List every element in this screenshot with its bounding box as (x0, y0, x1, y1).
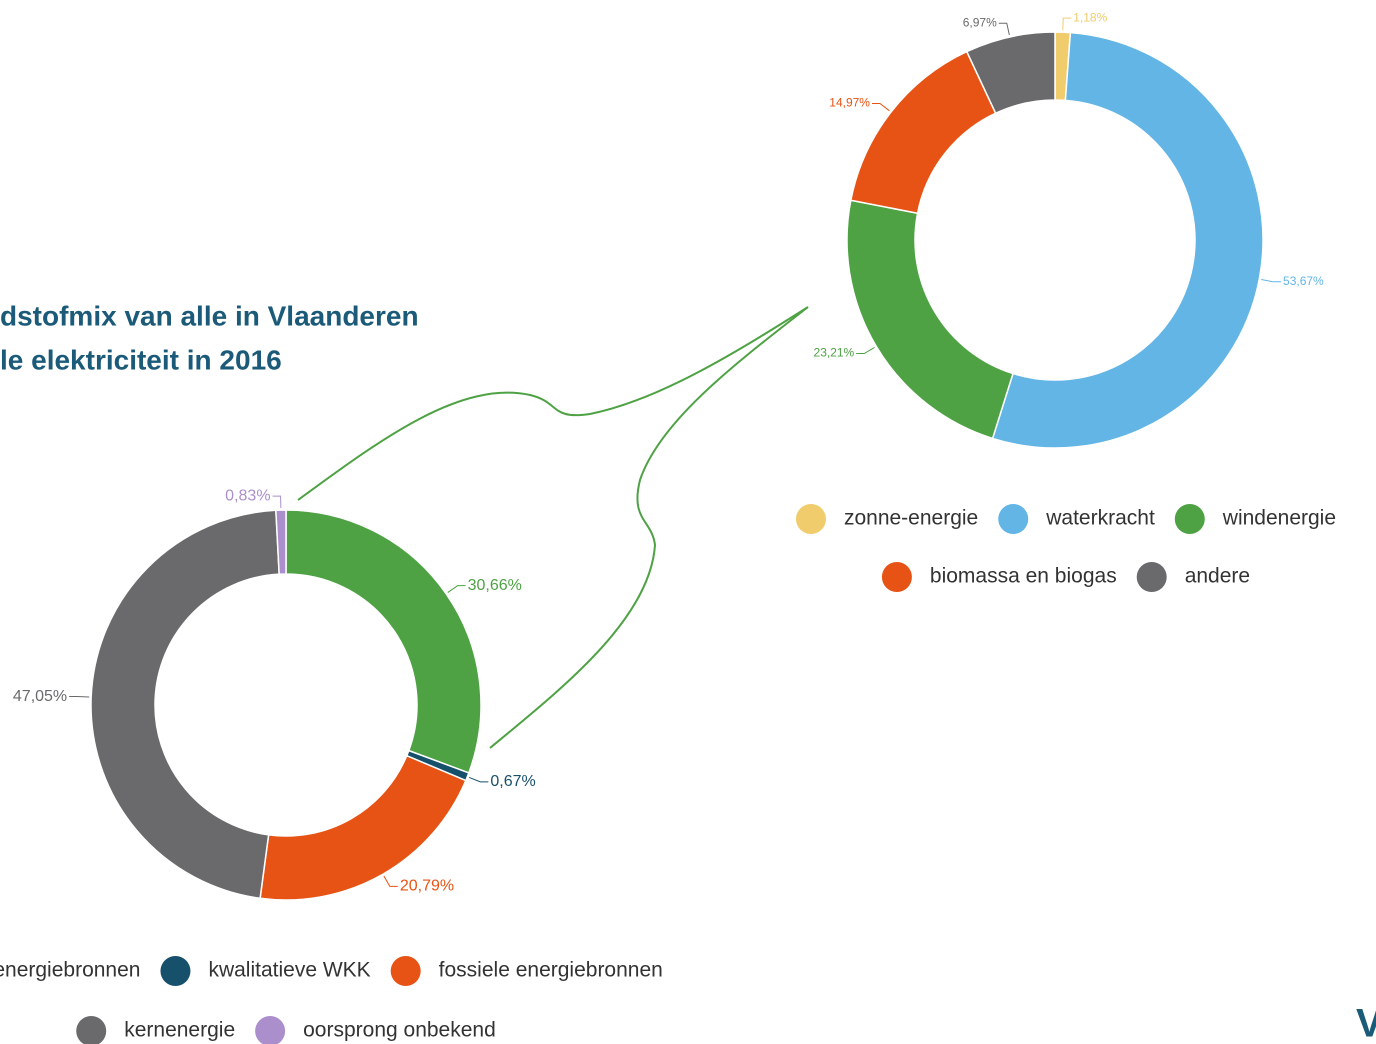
leader-line (998, 22, 1010, 36)
legend-swatch (881, 562, 912, 592)
title-line: dstofmix van alle in Vlaanderen (0, 300, 419, 331)
legend-swatch (160, 956, 191, 986)
legend-label: oorsprong onbekend (303, 1019, 496, 1042)
donut-segment (275, 509, 287, 575)
data-label: 20,79% (400, 878, 454, 895)
legend-label: waterkracht (1045, 507, 1155, 530)
legend-label: biomassa en biogas (930, 565, 1117, 588)
leader-line (871, 102, 890, 112)
data-label: 14,97% (829, 96, 870, 110)
leader-line (1062, 17, 1072, 31)
title-line: le elektriciteit in 2016 (0, 344, 282, 375)
donut-segment (991, 31, 1264, 449)
connector (297, 306, 809, 501)
legend-swatch (390, 956, 421, 986)
donut-segment (285, 509, 482, 774)
donut-segment (965, 31, 1056, 115)
data-label: 30,66% (468, 577, 522, 594)
leader-line (447, 585, 466, 593)
legend-swatch (1174, 504, 1205, 534)
legend-swatch (255, 1016, 286, 1044)
data-label: 1,18% (1073, 10, 1107, 24)
legend-swatch (795, 504, 826, 534)
leader-line (383, 875, 398, 887)
data-label: 0,67% (490, 773, 535, 790)
legend-label: andere (1185, 565, 1250, 588)
legend-label: kernenergie (124, 1019, 235, 1042)
legend-label: windenergie (1222, 507, 1336, 530)
legend-swatch (998, 504, 1029, 534)
legend-swatch (76, 1016, 107, 1044)
legend-label: fossiele energiebronnen (439, 959, 663, 982)
data-label: 0,83% (225, 487, 270, 504)
logo: V (1356, 1002, 1376, 1044)
leader-line (272, 495, 282, 509)
connector (489, 306, 809, 749)
leader-line (856, 346, 875, 355)
legend-label: kwalitatieve WKK (208, 959, 370, 982)
data-label: 53,67% (1283, 274, 1324, 288)
legend-swatch (1136, 562, 1167, 592)
data-label: 6,97% (963, 15, 997, 29)
legend-label: are energiebronnen (0, 959, 140, 982)
donut-segment (849, 50, 997, 215)
legend-label: zonne-energie (844, 507, 978, 530)
data-label: 47,05% (13, 688, 67, 705)
data-label: 23,21% (814, 346, 855, 360)
leader-line (469, 776, 489, 783)
donut-segment (846, 199, 1014, 440)
leader-line (1261, 279, 1282, 283)
donut-segment (90, 509, 280, 900)
